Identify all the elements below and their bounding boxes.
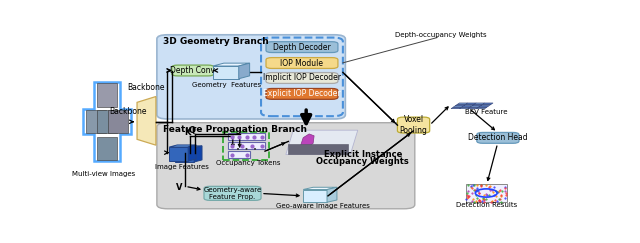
Polygon shape	[453, 106, 463, 107]
Text: K: K	[184, 128, 191, 137]
Text: Implicit IOP Decoder: Implicit IOP Decoder	[263, 73, 341, 82]
FancyBboxPatch shape	[172, 65, 214, 76]
Polygon shape	[213, 63, 250, 66]
FancyBboxPatch shape	[157, 123, 415, 209]
Polygon shape	[457, 103, 468, 104]
FancyBboxPatch shape	[266, 88, 338, 99]
Polygon shape	[478, 106, 489, 107]
Polygon shape	[303, 190, 327, 202]
FancyBboxPatch shape	[157, 35, 346, 119]
Polygon shape	[476, 107, 487, 109]
Bar	[228, 151, 250, 158]
Text: Geometry  Features: Geometry Features	[192, 82, 261, 88]
Text: 3D Geometry Branch: 3D Geometry Branch	[163, 37, 269, 46]
Polygon shape	[327, 187, 337, 202]
Polygon shape	[483, 103, 493, 104]
Bar	[228, 142, 265, 149]
Text: BEV Feature: BEV Feature	[465, 109, 508, 115]
Polygon shape	[169, 145, 196, 147]
Text: Q: Q	[189, 126, 196, 135]
Text: Feature Propagation Branch: Feature Propagation Branch	[163, 125, 307, 134]
Polygon shape	[301, 134, 314, 148]
Bar	[86, 110, 106, 133]
Polygon shape	[481, 104, 491, 106]
Polygon shape	[472, 104, 483, 106]
Text: Backbone: Backbone	[128, 83, 165, 92]
FancyBboxPatch shape	[266, 73, 338, 83]
FancyBboxPatch shape	[261, 38, 343, 116]
Text: V: V	[176, 183, 182, 192]
Polygon shape	[303, 187, 337, 190]
Polygon shape	[470, 106, 481, 107]
FancyBboxPatch shape	[477, 132, 519, 143]
Text: •  •  •: • • •	[236, 147, 257, 153]
Polygon shape	[175, 146, 202, 148]
Text: Detection Results: Detection Results	[456, 202, 517, 208]
Text: Geometry-aware
Feature Prop.: Geometry-aware Feature Prop.	[204, 187, 262, 200]
Polygon shape	[461, 106, 472, 107]
FancyBboxPatch shape	[397, 117, 429, 133]
Bar	[97, 83, 117, 107]
Text: Explicit IOP Decoder: Explicit IOP Decoder	[263, 89, 340, 98]
Polygon shape	[239, 63, 250, 79]
Text: Detection Head: Detection Head	[468, 133, 528, 142]
Text: IOP Module: IOP Module	[280, 59, 323, 68]
Polygon shape	[194, 146, 202, 162]
Polygon shape	[455, 104, 466, 106]
Polygon shape	[474, 103, 484, 104]
FancyBboxPatch shape	[204, 186, 261, 200]
Text: Depth-occupancy Weights: Depth-occupancy Weights	[396, 32, 487, 38]
Bar	[108, 110, 128, 133]
Text: Image Features: Image Features	[155, 164, 209, 170]
FancyBboxPatch shape	[266, 42, 338, 52]
Bar	[228, 133, 265, 140]
Polygon shape	[286, 130, 358, 155]
Polygon shape	[188, 145, 196, 161]
Polygon shape	[466, 103, 476, 104]
Polygon shape	[451, 107, 461, 109]
FancyBboxPatch shape	[266, 58, 338, 69]
Text: Occupancy Tokens: Occupancy Tokens	[216, 160, 281, 166]
Polygon shape	[468, 107, 478, 109]
Polygon shape	[460, 107, 470, 109]
Text: Occupancy Weights: Occupancy Weights	[316, 156, 409, 165]
Bar	[466, 184, 507, 202]
Polygon shape	[137, 96, 156, 145]
Bar	[97, 110, 117, 133]
Bar	[97, 137, 117, 160]
Text: Depth Conv: Depth Conv	[170, 66, 215, 75]
Bar	[223, 132, 269, 160]
Bar	[288, 144, 348, 154]
Polygon shape	[169, 147, 188, 161]
Polygon shape	[213, 66, 239, 79]
Text: Explicit Instance: Explicit Instance	[324, 150, 402, 159]
Text: Voxel
Pooling: Voxel Pooling	[399, 115, 428, 135]
Polygon shape	[175, 148, 194, 162]
Text: Depth Decoder: Depth Decoder	[273, 43, 331, 52]
Polygon shape	[463, 104, 474, 106]
Text: Multi-view Images: Multi-view Images	[72, 171, 136, 177]
Text: Backbone: Backbone	[109, 107, 147, 116]
Text: Geo-aware Image Features: Geo-aware Image Features	[276, 203, 370, 208]
